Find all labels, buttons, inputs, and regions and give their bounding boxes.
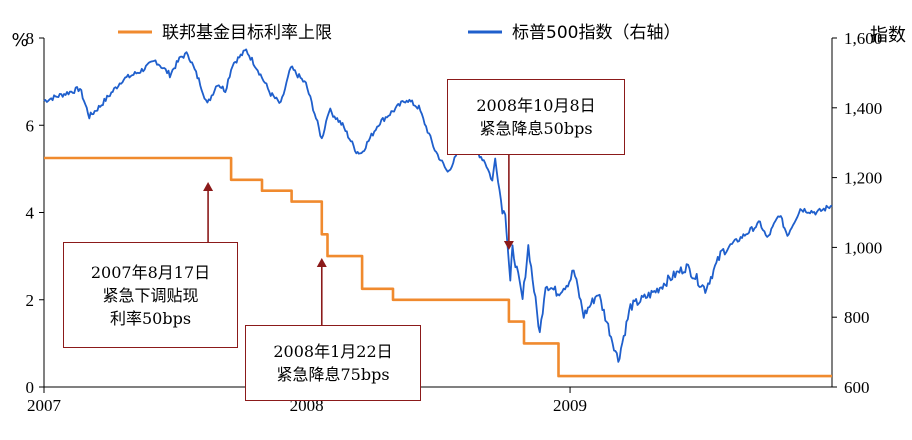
left-tick-label: 6 bbox=[26, 116, 35, 135]
right-axis-unit: 指数 bbox=[870, 25, 906, 46]
x-tick-label: 2007 bbox=[27, 396, 62, 415]
x-tick-label: 2009 bbox=[553, 396, 587, 415]
chart-legend: 联邦基金目标利率上限 标普500指数（右轴） bbox=[118, 23, 680, 43]
annotation-box-rate-cut-75bps: 2008年1月22日 紧急降息75bps bbox=[245, 325, 421, 401]
right-tick-label: 800 bbox=[844, 308, 870, 327]
left-tick-label: 8 bbox=[26, 29, 35, 48]
annotation-line: 利率50bps bbox=[109, 308, 192, 328]
annotation-box-discount-rate-cut: 2007年8月17日 紧急下调贴现 利率50bps bbox=[63, 242, 238, 348]
series-line-0 bbox=[44, 156, 832, 378]
chart-plot-area bbox=[43, 48, 833, 378]
annotation-arrow-head bbox=[316, 258, 327, 267]
right-tick-label: 1,200 bbox=[844, 169, 882, 188]
series-line-1 bbox=[43, 48, 833, 363]
annotation-line: 2007年8月17日 bbox=[90, 262, 211, 282]
left-tick-label: 2 bbox=[26, 291, 35, 310]
annotation-arrows bbox=[203, 155, 514, 325]
left-tick-label: 4 bbox=[26, 204, 35, 223]
right-tick-label: 1,600 bbox=[844, 29, 882, 48]
left-tick-label: 0 bbox=[26, 378, 35, 397]
legend-label-0: 联邦基金目标利率上限 bbox=[162, 23, 332, 43]
right-tick-label: 1,400 bbox=[844, 99, 882, 118]
annotation-line: 紧急下调贴现 bbox=[102, 285, 199, 305]
annotation-line: 紧急降息75bps bbox=[276, 365, 390, 384]
annotation-box-rate-cut-50bps: 2008年10月8日 紧急降息50bps bbox=[447, 79, 625, 155]
annotation-arrow-head bbox=[503, 241, 514, 250]
right-tick-label: 1,000 bbox=[844, 238, 882, 257]
left-axis-unit: % bbox=[11, 30, 28, 51]
right-tick-label: 600 bbox=[844, 378, 870, 397]
annotation-arrow-head bbox=[203, 182, 214, 191]
annotation-line: 紧急降息50bps bbox=[479, 119, 593, 138]
legend-label-1: 标普500指数（右轴） bbox=[512, 23, 680, 43]
annotation-line: 2008年10月8日 bbox=[476, 96, 596, 115]
annotation-line: 2008年1月22日 bbox=[273, 342, 393, 361]
